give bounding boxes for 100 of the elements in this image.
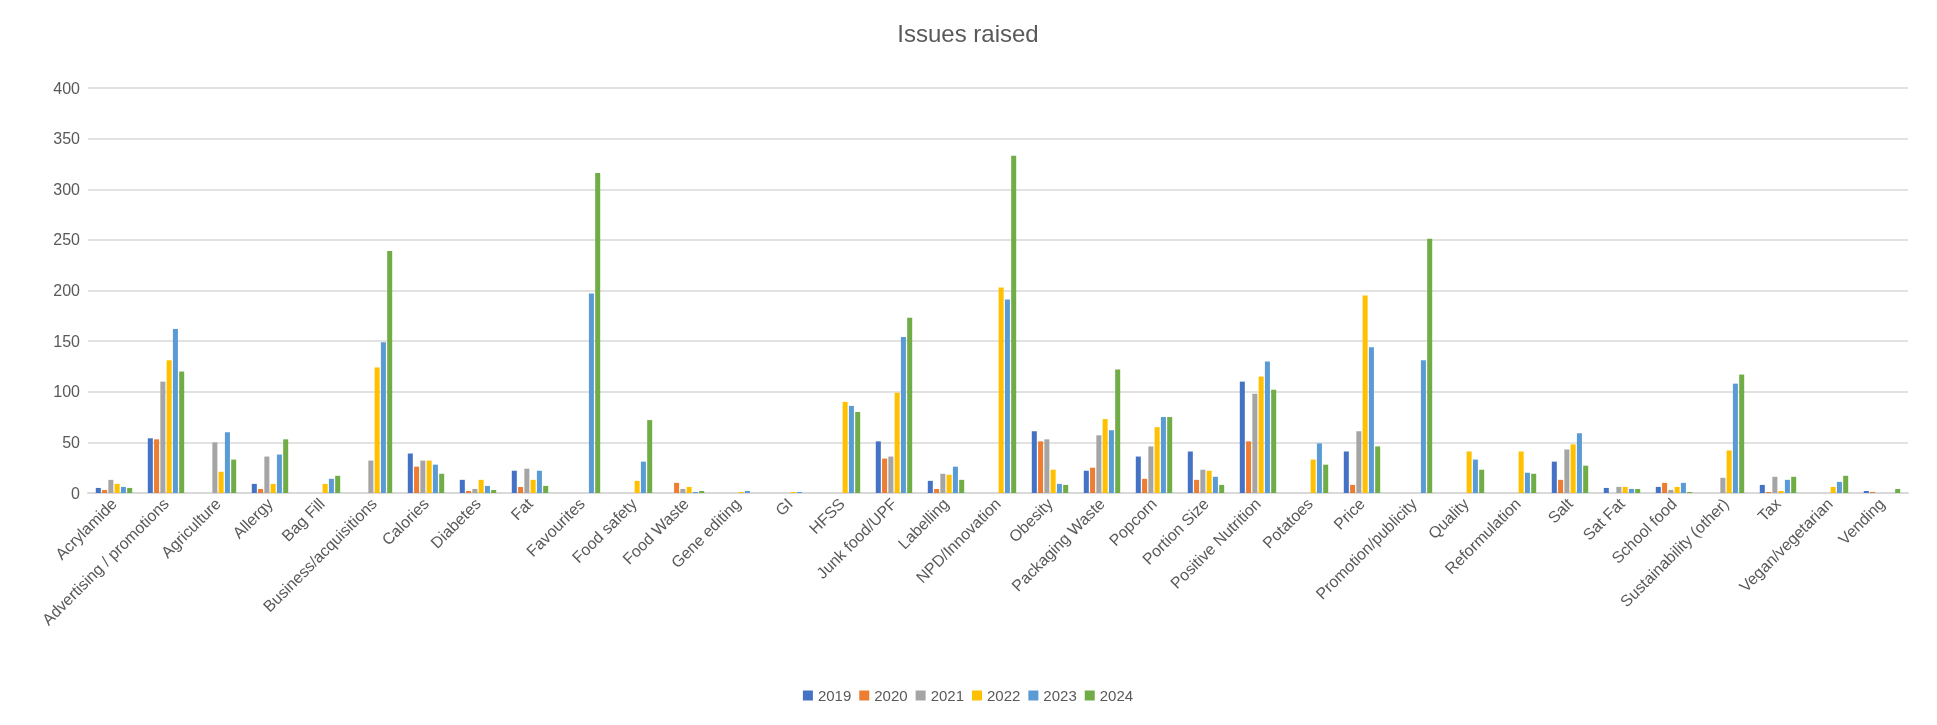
bar xyxy=(855,412,861,493)
bar xyxy=(1558,479,1564,493)
bar xyxy=(114,483,120,493)
bar xyxy=(1655,486,1661,493)
bar xyxy=(154,439,160,493)
bar xyxy=(634,480,640,493)
bar xyxy=(1212,476,1218,493)
bar xyxy=(1310,459,1316,493)
bar xyxy=(848,405,854,493)
bar xyxy=(1564,449,1570,493)
bar xyxy=(1791,476,1797,493)
bar xyxy=(1479,469,1485,493)
bar xyxy=(368,460,374,493)
bar xyxy=(1466,451,1472,493)
legend-label: 2021 xyxy=(930,687,965,704)
bar xyxy=(466,490,472,493)
bar xyxy=(907,317,913,493)
bar xyxy=(1362,295,1368,493)
bar xyxy=(212,442,218,493)
bar xyxy=(1356,431,1362,493)
legend-label: 2024 xyxy=(1099,687,1134,704)
bar xyxy=(998,287,1004,493)
bar xyxy=(1570,444,1576,493)
bar xyxy=(699,490,705,493)
bar xyxy=(1148,446,1154,493)
legend-label: 2023 xyxy=(1043,687,1077,704)
bar xyxy=(1206,470,1212,493)
bar xyxy=(543,485,549,493)
bar xyxy=(1194,479,1200,493)
bar xyxy=(1108,430,1114,493)
bar xyxy=(959,479,965,493)
bar xyxy=(1044,439,1050,493)
bar xyxy=(1732,383,1738,493)
bar xyxy=(1264,361,1270,493)
bar xyxy=(674,482,680,493)
bar xyxy=(1518,451,1524,493)
bar xyxy=(335,475,341,493)
bar xyxy=(1420,360,1426,493)
legend-label: 2020 xyxy=(874,687,908,704)
bar xyxy=(647,420,653,493)
bar xyxy=(1895,488,1901,493)
bar xyxy=(387,251,393,493)
bar xyxy=(1050,469,1056,493)
bar xyxy=(231,459,237,493)
bar xyxy=(894,392,900,493)
bar xyxy=(166,360,172,493)
y-tick-label: 150 xyxy=(53,332,81,350)
bar xyxy=(478,479,484,493)
bar xyxy=(1551,461,1557,493)
bar xyxy=(1720,477,1726,493)
bar xyxy=(1239,381,1245,493)
bar xyxy=(414,466,420,493)
bar xyxy=(108,479,114,493)
bar xyxy=(1759,484,1765,493)
bar xyxy=(1603,487,1609,493)
y-tick-label: 350 xyxy=(53,130,81,148)
bar xyxy=(407,453,413,493)
bar xyxy=(1662,482,1668,493)
bar xyxy=(484,485,490,493)
bar xyxy=(1622,486,1628,493)
bar xyxy=(1778,490,1784,493)
y-tick-label: 50 xyxy=(62,433,81,451)
bar xyxy=(1142,478,1148,493)
bar xyxy=(888,456,894,493)
bar xyxy=(1011,155,1017,493)
bar xyxy=(283,439,289,493)
bar xyxy=(322,483,328,493)
bar xyxy=(1167,417,1173,493)
bar xyxy=(882,458,888,493)
bar xyxy=(1031,431,1037,493)
bar xyxy=(1583,465,1589,493)
bar xyxy=(459,479,465,493)
bar xyxy=(1863,490,1869,493)
bar xyxy=(1635,488,1641,493)
bar xyxy=(120,486,126,493)
bar xyxy=(1004,299,1010,493)
bar xyxy=(276,454,282,493)
bar xyxy=(940,473,946,493)
bar xyxy=(374,367,380,493)
bar xyxy=(1096,435,1102,493)
chart-title: Issues raised xyxy=(897,19,1039,47)
bar xyxy=(1063,484,1069,493)
bar xyxy=(1135,456,1141,493)
bar xyxy=(1531,473,1537,493)
bar xyxy=(946,474,952,493)
bar xyxy=(328,478,334,493)
bar xyxy=(172,328,178,493)
bar xyxy=(1252,393,1258,493)
y-tick-label: 250 xyxy=(53,231,81,249)
y-tick-label: 200 xyxy=(53,282,81,299)
bar xyxy=(1187,451,1193,493)
bar xyxy=(251,483,257,493)
bar xyxy=(1038,441,1044,493)
bar xyxy=(1726,450,1732,493)
x-tick-label: GI xyxy=(772,494,797,519)
bar xyxy=(1830,486,1836,493)
bar xyxy=(1576,433,1582,493)
bar xyxy=(1271,389,1277,493)
bar xyxy=(1258,376,1264,493)
legend-label: 2022 xyxy=(987,687,1021,704)
